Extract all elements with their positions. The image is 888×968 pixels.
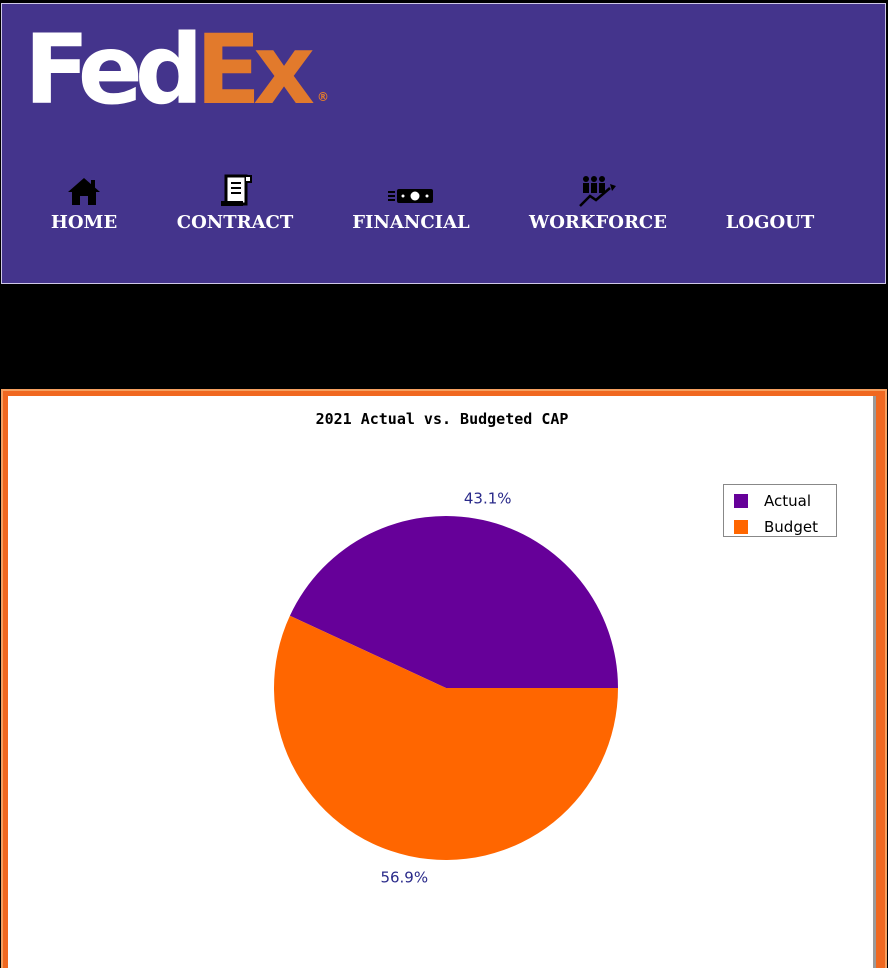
chart-panel: 2021 Actual vs. Budgeted CAP 43.1% 56.9% … xyxy=(8,396,876,968)
nav-workforce[interactable]: WORKFORCE xyxy=(528,174,668,233)
nav-home-label: HOME xyxy=(50,212,118,233)
legend-swatch-budget xyxy=(734,520,748,534)
legend-item-budget: Budget xyxy=(734,518,818,536)
nav-financial[interactable]: FINANCIAL xyxy=(352,174,470,233)
people-chart-icon xyxy=(579,176,616,207)
nav-home[interactable]: HOME xyxy=(50,174,118,233)
nav-workforce-label: WORKFORCE xyxy=(529,212,667,233)
nav-logout-label: LOGOUT xyxy=(725,212,815,233)
pie-slice-budget xyxy=(274,615,618,860)
legend-item-actual: Actual xyxy=(734,492,811,510)
main-nav: HOME CONTRACT FINANCI xyxy=(2,174,885,254)
pie-chart: 43.1% 56.9% xyxy=(274,490,618,886)
chart-title: 2021 Actual vs. Budgeted CAP xyxy=(315,410,569,428)
nav-contract[interactable]: CONTRACT xyxy=(176,174,294,233)
legend-swatch-actual xyxy=(734,494,748,508)
pie-label-actual: 43.1% xyxy=(464,490,512,508)
header-banner: FedEx ® HOME CONTRACT xyxy=(1,3,886,284)
pie-label-budget: 56.9% xyxy=(380,868,428,886)
nav-financial-label: FINANCIAL xyxy=(352,212,470,233)
logo-registered-mark: ® xyxy=(317,90,330,104)
legend-label-actual: Actual xyxy=(764,492,811,510)
logo-fed-text: Fed xyxy=(24,14,203,126)
chart-legend: Actual Budget xyxy=(723,484,837,537)
money-icon xyxy=(388,189,433,203)
home-icon xyxy=(68,178,100,205)
document-icon xyxy=(221,174,252,206)
legend-label-budget: Budget xyxy=(764,518,818,536)
pie-slice-actual xyxy=(289,516,618,688)
chart-frame: 2021 Actual vs. Budgeted CAP 43.1% 56.9% … xyxy=(1,389,887,968)
fedex-logo[interactable]: FedEx ® xyxy=(24,22,329,118)
nav-logout[interactable]: LOGOUT xyxy=(724,174,816,233)
nav-contract-label: CONTRACT xyxy=(176,212,294,233)
logout-icon-spacer xyxy=(724,174,816,208)
logo-ex-text: Ex xyxy=(195,14,315,126)
